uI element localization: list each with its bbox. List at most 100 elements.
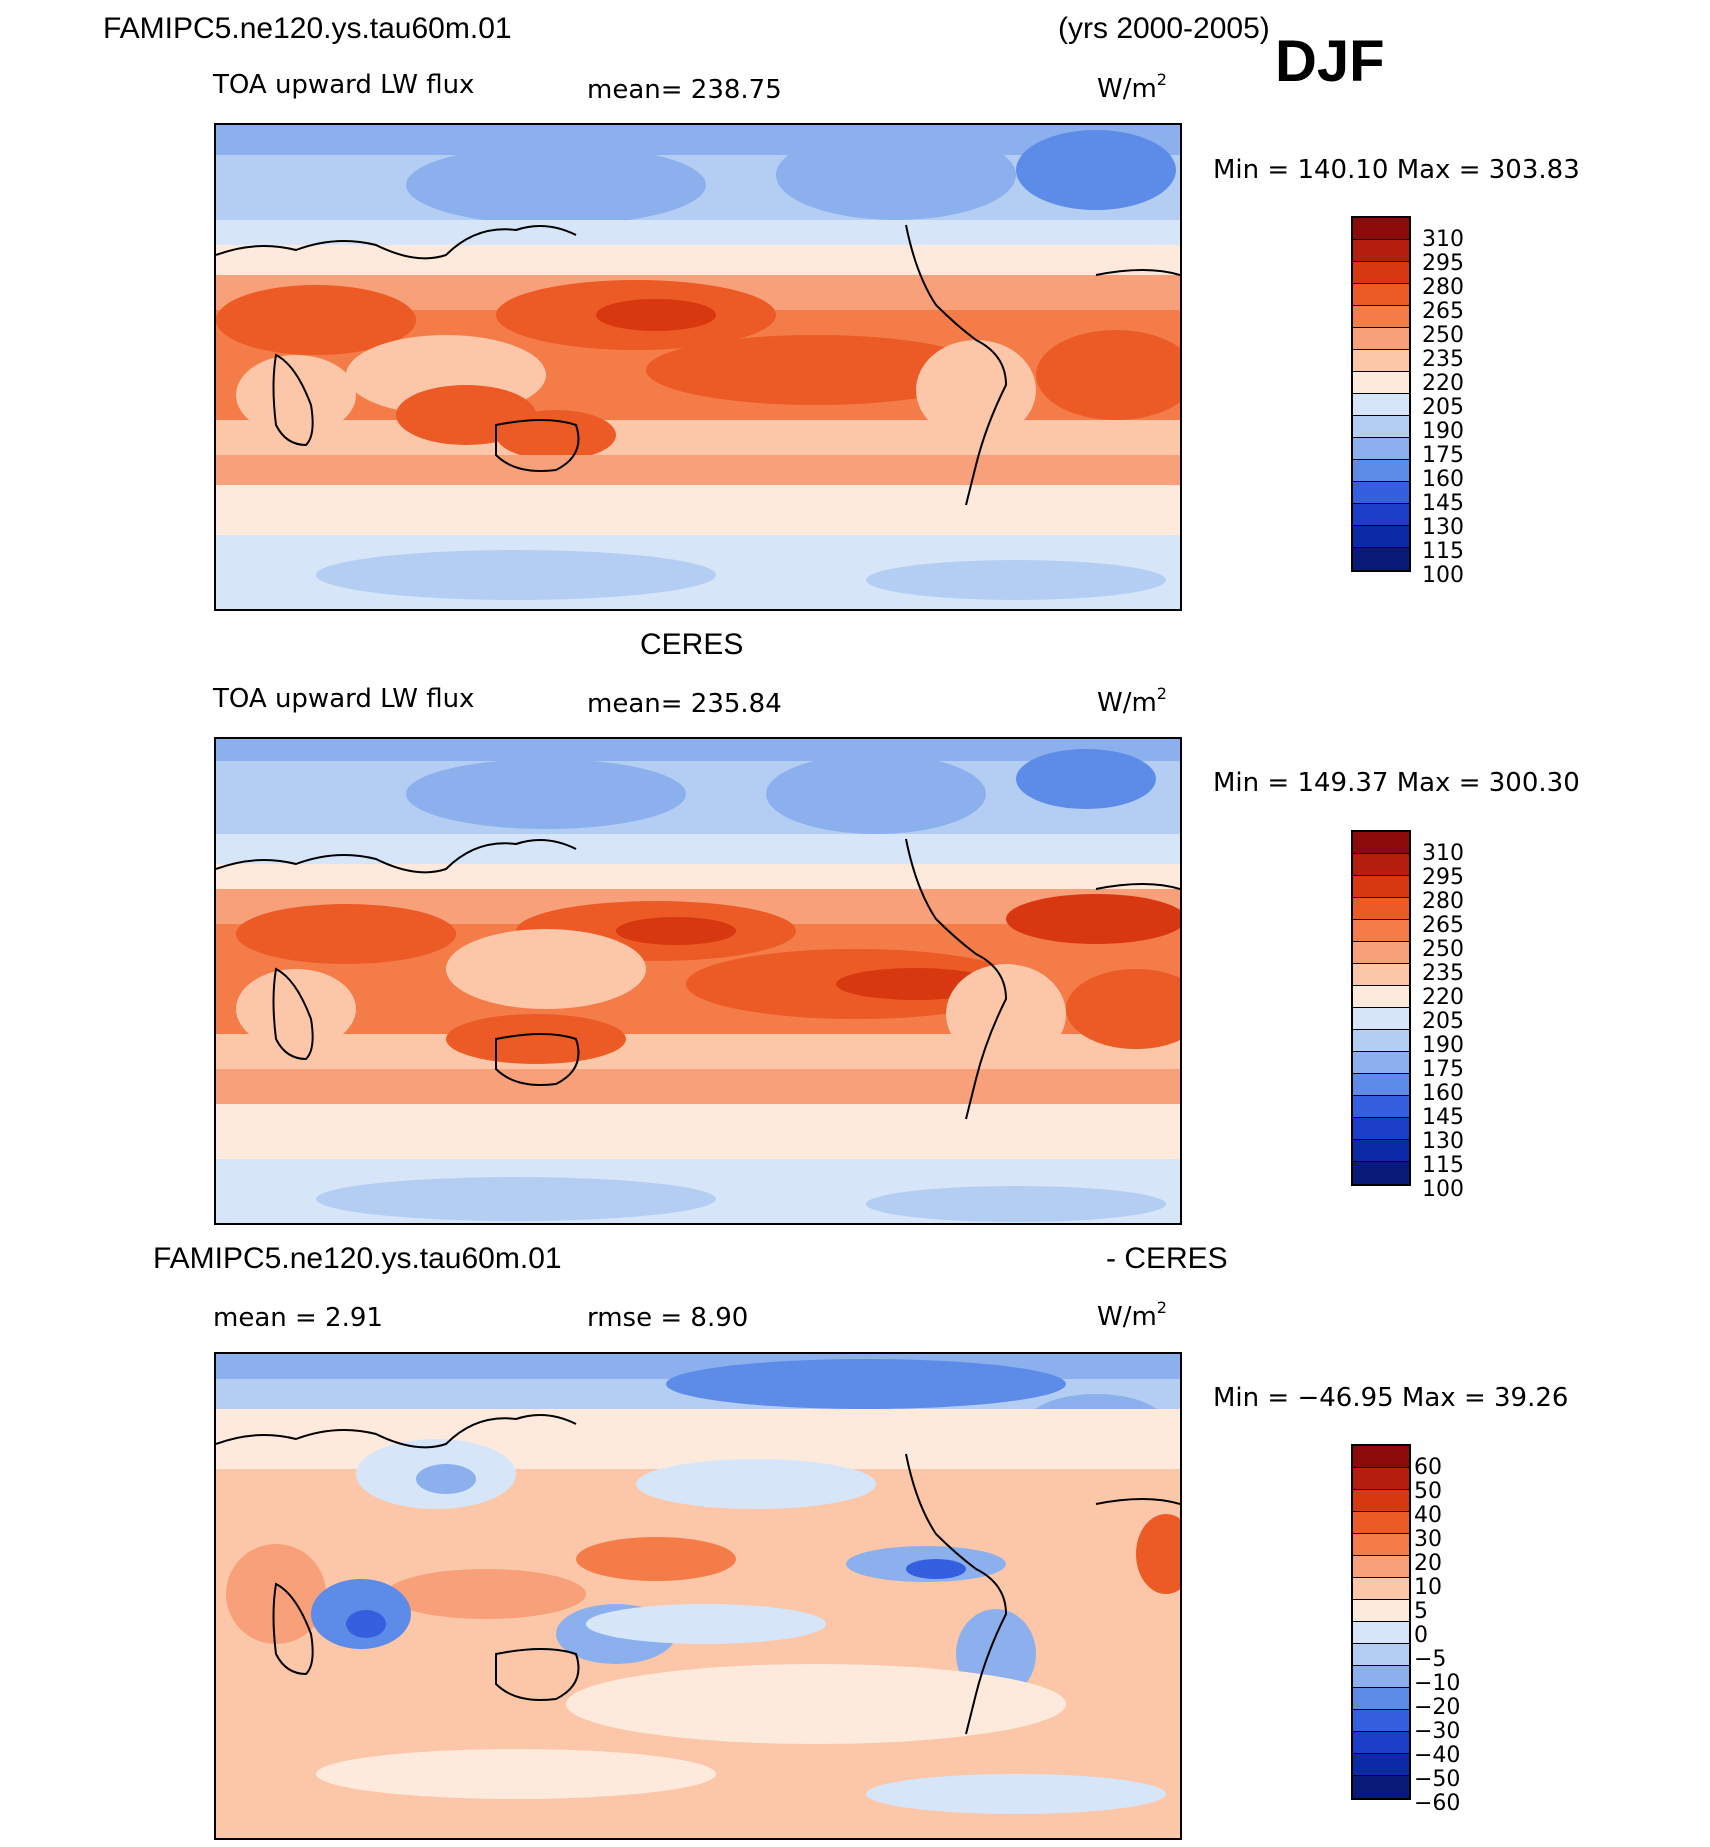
panel3-colorbar-swatch — [1353, 1556, 1409, 1578]
panel3-title-left: FAMIPC5.ne120.ys.tau60m.01 — [153, 1242, 562, 1275]
panel2-variable: TOA upward LW flux — [213, 684, 475, 714]
panel3-colorbar-swatch — [1353, 1776, 1409, 1798]
colorbar-tick-label: −10 — [1414, 1671, 1461, 1696]
panel2-colorbar-swatch — [1353, 1140, 1409, 1162]
colorbar-tick-label: 220 — [1422, 371, 1464, 396]
panel2-colorbar-swatch — [1353, 1118, 1409, 1140]
panel2-colorbar-swatch — [1353, 964, 1409, 986]
panel3-colorbar-swatch — [1353, 1600, 1409, 1622]
panel1-colorbar-swatch — [1353, 284, 1409, 306]
panel3-colorbar-swatch — [1353, 1754, 1409, 1776]
colorbar-tick-label: 30 — [1414, 1527, 1442, 1552]
years-label: (yrs 2000-2005) — [1058, 12, 1270, 45]
colorbar-tick-label: −5 — [1414, 1647, 1447, 1672]
panel3-mean: mean = 2.91 — [213, 1303, 383, 1333]
panel3-colorbar-swatch — [1353, 1446, 1409, 1468]
season-label: DJF — [1275, 29, 1385, 94]
colorbar-tick-label: 235 — [1422, 347, 1464, 372]
panel2-colorbar-labels: 310 295 280 265 250 235 220 205 190 175 … — [1422, 842, 1464, 1202]
panel2-colorbar-swatch — [1353, 1052, 1409, 1074]
colorbar-tick-label: 190 — [1422, 419, 1464, 444]
panel3-colorbar-swatch — [1353, 1710, 1409, 1732]
colorbar-tick-label: −40 — [1414, 1743, 1461, 1768]
colorbar-tick-label: 235 — [1422, 961, 1464, 986]
panel1-field-svg — [216, 125, 1180, 609]
colorbar-tick-label: 115 — [1422, 1153, 1464, 1178]
panel2-colorbar-swatch — [1353, 1008, 1409, 1030]
panel2-colorbar — [1351, 830, 1411, 1186]
panel3-colorbar-swatch — [1353, 1688, 1409, 1710]
panel3-field-svg — [216, 1354, 1180, 1838]
panel1-colorbar-swatch — [1353, 350, 1409, 372]
panel3-min-max: Min = −46.95 Max = 39.26 — [1213, 1383, 1569, 1413]
panel2-colorbar-swatch — [1353, 1074, 1409, 1096]
panel2-map — [214, 737, 1182, 1225]
colorbar-tick-label: 100 — [1422, 1177, 1464, 1202]
panel1-colorbar-swatch — [1353, 218, 1409, 240]
panel3-colorbar-swatch — [1353, 1622, 1409, 1644]
panel3-colorbar-swatch — [1353, 1732, 1409, 1754]
panel2-colorbar-swatch — [1353, 898, 1409, 920]
panel2-min-max: Min = 149.37 Max = 300.30 — [1213, 768, 1580, 798]
colorbar-tick-label: 5 — [1414, 1599, 1428, 1624]
panel2-title: CERES — [640, 628, 744, 661]
case-title: FAMIPC5.ne120.ys.tau60m.01 — [103, 12, 512, 45]
panel3-rmse: rmse = 8.90 — [587, 1303, 749, 1333]
panel2-colorbar-swatch — [1353, 854, 1409, 876]
panel2-colorbar-swatch — [1353, 920, 1409, 942]
panel1-colorbar-swatch — [1353, 438, 1409, 460]
colorbar-tick-label: 0 — [1414, 1623, 1428, 1648]
panel3-colorbar-swatch — [1353, 1512, 1409, 1534]
colorbar-tick-label: 130 — [1422, 515, 1464, 540]
colorbar-tick-label: 130 — [1422, 1129, 1464, 1154]
colorbar-tick-label: 205 — [1422, 395, 1464, 420]
panel3-colorbar-swatch — [1353, 1490, 1409, 1512]
colorbar-tick-label: 310 — [1422, 841, 1464, 866]
panel1-colorbar-swatch — [1353, 240, 1409, 262]
panel3-title-right: - CERES — [1106, 1242, 1228, 1275]
colorbar-tick-label: 220 — [1422, 985, 1464, 1010]
panel3-colorbar-swatch — [1353, 1644, 1409, 1666]
panel1-mean: mean= 238.75 — [587, 75, 782, 105]
panel2-colorbar-swatch — [1353, 832, 1409, 854]
colorbar-tick-label: 295 — [1422, 251, 1464, 276]
panel1-colorbar-swatch — [1353, 548, 1409, 570]
panel1-units: W/m2 — [1097, 70, 1167, 104]
colorbar-tick-label: 250 — [1422, 937, 1464, 962]
colorbar-tick-label: 160 — [1422, 467, 1464, 492]
panel1-min-max: Min = 140.10 Max = 303.83 — [1213, 155, 1580, 185]
colorbar-tick-label: 115 — [1422, 539, 1464, 564]
colorbar-tick-label: 160 — [1422, 1081, 1464, 1106]
colorbar-tick-label: 20 — [1414, 1551, 1442, 1576]
panel3-colorbar-swatch — [1353, 1666, 1409, 1688]
panel1-variable: TOA upward LW flux — [213, 70, 475, 100]
panel3-map — [214, 1352, 1182, 1840]
colorbar-tick-label: 265 — [1422, 299, 1464, 324]
panel3-colorbar-swatch — [1353, 1534, 1409, 1556]
colorbar-tick-label: 175 — [1422, 1057, 1464, 1082]
panel1-colorbar-swatch — [1353, 460, 1409, 482]
colorbar-tick-label: 145 — [1422, 491, 1464, 516]
panel3-units: W/m2 — [1097, 1298, 1167, 1332]
panel2-mean: mean= 235.84 — [587, 689, 782, 719]
panel1-colorbar-swatch — [1353, 416, 1409, 438]
colorbar-tick-label: −50 — [1414, 1767, 1461, 1792]
panel3-colorbar-labels: 60 50 40 30 20 10 5 0 −5 −10 −20 −30 −40… — [1414, 1456, 1460, 1816]
panel1-colorbar — [1351, 216, 1411, 572]
panel1-colorbar-swatch — [1353, 328, 1409, 350]
colorbar-tick-label: 10 — [1414, 1575, 1442, 1600]
panel2-field-svg — [216, 739, 1180, 1223]
panel2-colorbar-swatch — [1353, 1162, 1409, 1184]
panel2-colorbar-swatch — [1353, 876, 1409, 898]
colorbar-tick-label: 100 — [1422, 563, 1464, 588]
colorbar-tick-label: 295 — [1422, 865, 1464, 890]
colorbar-tick-label: 175 — [1422, 443, 1464, 468]
colorbar-tick-label: 145 — [1422, 1105, 1464, 1130]
panel1-colorbar-swatch — [1353, 504, 1409, 526]
colorbar-tick-label: 40 — [1414, 1503, 1442, 1528]
colorbar-tick-label: 280 — [1422, 275, 1464, 300]
panel1-colorbar-swatch — [1353, 482, 1409, 504]
colorbar-tick-label: −30 — [1414, 1719, 1461, 1744]
colorbar-tick-label: 250 — [1422, 323, 1464, 348]
panel1-map — [214, 123, 1182, 611]
